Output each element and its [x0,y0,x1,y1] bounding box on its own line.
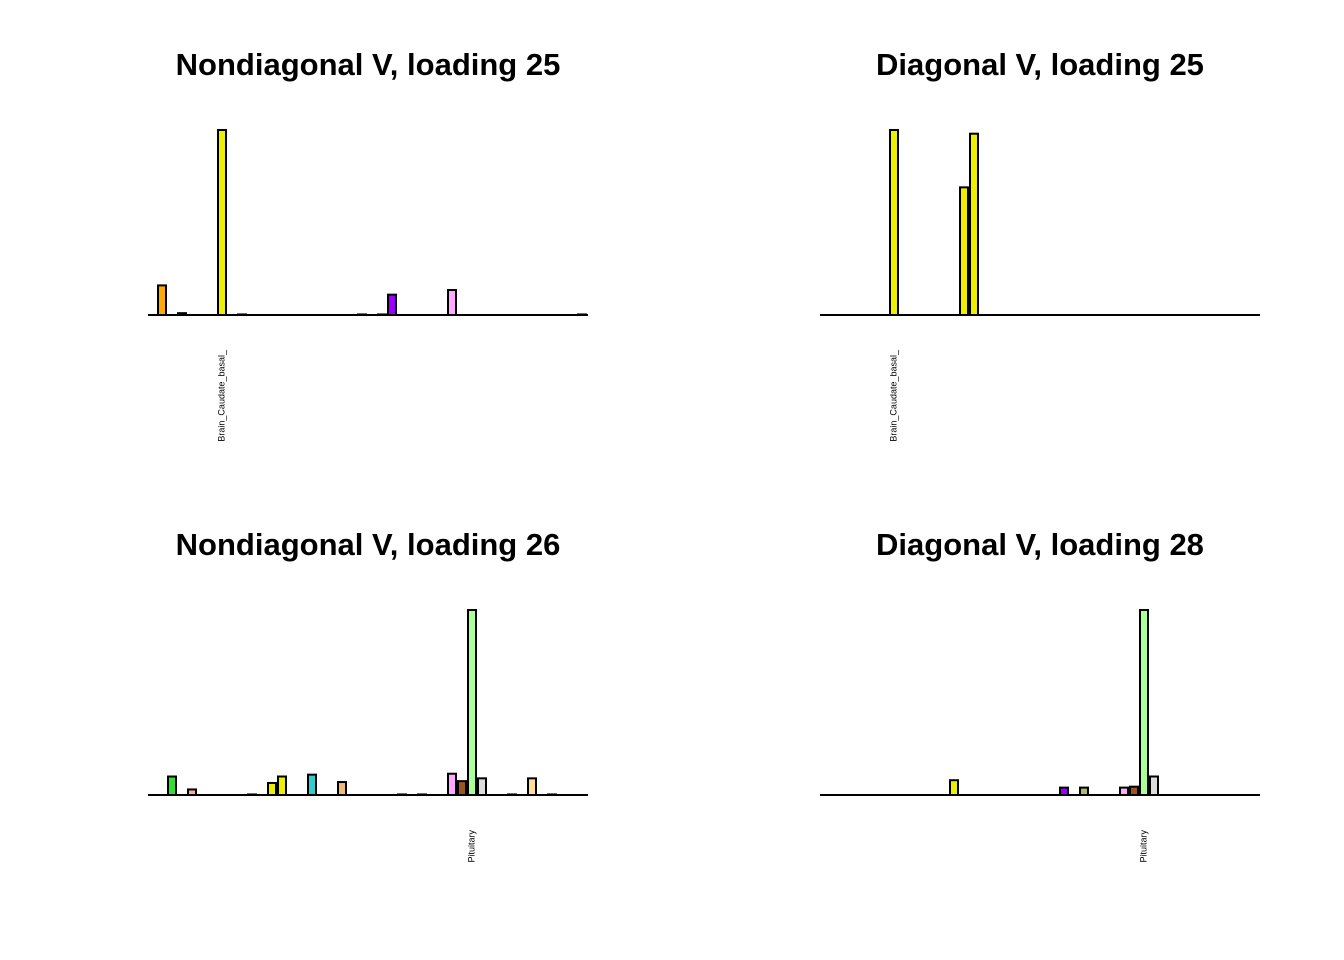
bar [447,289,457,316]
bar [457,780,467,796]
bar [1129,785,1139,796]
bar [959,186,969,317]
bar [969,132,979,316]
bar [267,781,277,796]
chart-title: Nondiagonal V, loading 25 [176,47,561,82]
bar [187,788,197,797]
bar [157,284,167,316]
bar [447,772,457,796]
bar [337,781,347,796]
bar [1149,775,1159,796]
bar [167,775,177,796]
chart-title: Nondiagonal V, loading 26 [176,527,561,562]
bar [377,313,387,317]
bar [477,777,487,796]
bar [397,793,407,797]
bar [527,777,537,796]
bar [417,793,427,797]
bar [1059,786,1069,796]
bar [247,793,257,797]
bar [277,775,287,796]
bar [547,793,557,797]
bar [217,129,227,316]
bar [949,779,959,797]
bar [577,313,587,317]
chart-title: Diagonal V, loading 28 [876,527,1204,562]
bar [357,313,367,317]
bar [507,793,517,797]
bar [177,312,187,316]
bar [1139,609,1149,796]
bar [467,609,477,796]
bar [1079,786,1089,796]
x-tick-label: Pituitary [466,830,476,863]
x-tick-label: Brain_Caudate_basal_ [216,349,226,442]
x-tick-label: Brain_Caudate_basal_ [888,349,898,442]
chart-title: Diagonal V, loading 25 [876,47,1204,82]
x-tick-label: Pituitary [1138,830,1148,863]
bar [387,293,397,316]
bar [307,773,317,797]
bar [237,313,247,317]
bar [1119,786,1129,796]
bar [889,129,899,316]
